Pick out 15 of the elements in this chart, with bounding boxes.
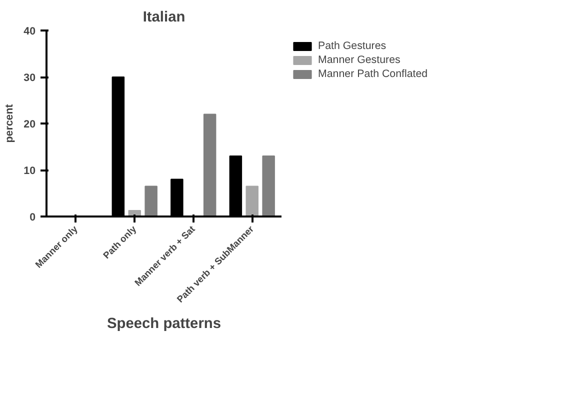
bar: [262, 156, 275, 216]
chart-title: Italian: [142, 10, 186, 26]
y-tick-label: 30: [24, 72, 36, 84]
bar: [203, 114, 216, 216]
y-axis-title: percent: [4, 104, 16, 143]
bar: [144, 186, 158, 216]
y-tick-label: 10: [24, 165, 36, 177]
legend-label: Manner Path Conflated: [318, 68, 428, 80]
y-tick-label: 0: [30, 212, 36, 224]
legend-label: Path Gestures: [318, 40, 386, 52]
y-tick-label: 40: [24, 26, 36, 38]
legend-label: Manner Gestures: [318, 54, 400, 66]
x-axis-title: Speech patterns: [106, 316, 222, 332]
bar: [246, 186, 258, 216]
y-tick-label: 20: [24, 118, 36, 130]
